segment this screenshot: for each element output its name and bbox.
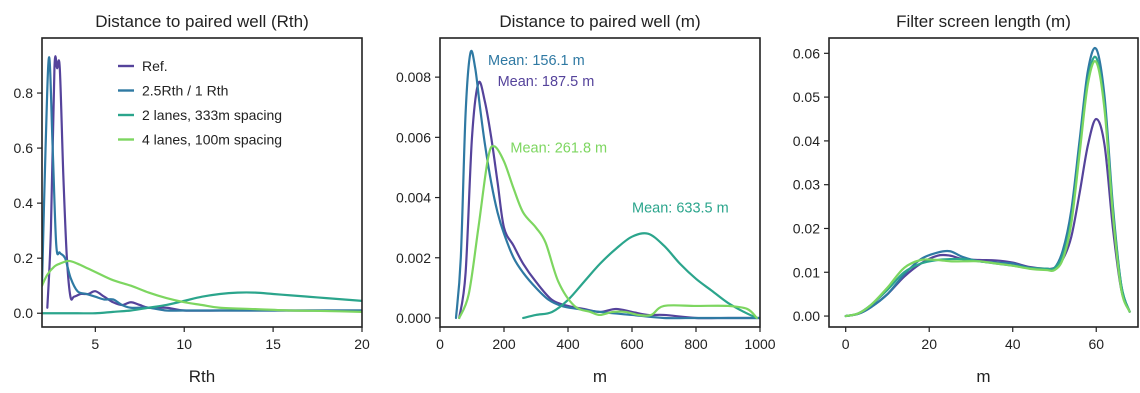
y-tick-label: 0.04 — [793, 133, 820, 149]
y-tick-label: 0.008 — [396, 69, 431, 85]
x-tick-label: 800 — [684, 336, 708, 352]
y-tick-label: 0.05 — [793, 89, 820, 105]
y-tick-label: 0.4 — [14, 195, 34, 211]
x-axis-label: m — [976, 367, 990, 386]
y-tick-label: 0.01 — [793, 264, 820, 280]
x-tick-label: 200 — [492, 336, 516, 352]
series-line-ref — [46, 55, 362, 312]
series-line-lanes4 — [844, 60, 1131, 318]
x-tick-label: 40 — [1005, 336, 1021, 352]
x-tick-label: 0 — [436, 336, 444, 352]
series-line-rth — [454, 49, 760, 320]
plot-frame — [828, 37, 1139, 328]
x-tick-label: 1000 — [744, 336, 775, 352]
x-tick-label: 0 — [842, 336, 850, 352]
series-line-ref — [458, 80, 760, 320]
series-line-lanes4 — [42, 259, 362, 313]
plot-frame — [439, 37, 761, 328]
y-tick-label: 0.006 — [396, 129, 431, 145]
x-tick-label: 10 — [176, 336, 192, 352]
legend-label: 4 lanes, 100m spacing — [142, 132, 282, 148]
x-tick-label: 400 — [556, 336, 580, 352]
y-tick-label: 0.2 — [14, 250, 34, 266]
series-line-lanes2 — [42, 291, 362, 315]
x-tick-label: 20 — [354, 336, 370, 352]
y-tick-label: 0.0 — [14, 305, 34, 321]
x-tick-label: 15 — [265, 336, 281, 352]
y-tick-label: 0.002 — [396, 250, 431, 266]
series-line-lanes2 — [522, 232, 758, 320]
x-axis-label: m — [593, 367, 607, 386]
legend: Ref. 2.5Rth / 1 Rth 2 lanes, 333m spacing 4… — [118, 58, 282, 148]
x-tick-label: 5 — [91, 336, 99, 352]
y-tick-label: 0.6 — [14, 140, 34, 156]
y-tick-label: 0.00 — [793, 308, 820, 324]
x-tick-label: 60 — [1088, 336, 1104, 352]
legend-label: 2 lanes, 333m spacing — [142, 107, 282, 123]
y-tick-label: 0.8 — [14, 85, 34, 101]
legend-label: 2.5Rth / 1 Rth — [142, 83, 228, 99]
y-tick-label: 0.004 — [396, 190, 431, 206]
mean-annotation: Mean: 633.5 m — [632, 201, 729, 217]
mean-annotation: Mean: 156.1 m — [488, 53, 585, 69]
x-axis-label: Rth — [189, 367, 215, 386]
x-tick-label: 20 — [921, 336, 937, 352]
plot-frame — [41, 37, 363, 328]
panel-filter: Filter screen length (m) 0 20 40 60 0.00 0.01 0… — [793, 12, 1139, 386]
x-tick-label: 600 — [620, 336, 644, 352]
y-tick-label: 0.06 — [793, 45, 820, 61]
series-line-lanes4 — [458, 145, 758, 320]
legend-label: Ref. — [142, 58, 168, 74]
chart-title: Distance to paired well (m) — [499, 12, 700, 31]
chart-title: Distance to paired well (Rth) — [95, 12, 309, 31]
panel-meters: Distance to paired well (m) 0 200 400 600 800… — [396, 12, 776, 386]
chart-title: Filter screen length (m) — [896, 12, 1071, 31]
mean-annotation: Mean: 261.8 m — [510, 140, 607, 156]
panel-rth: Distance to paired well (Rth) 5 10 15 20 0.0 0… — [14, 12, 370, 386]
series-line-rth — [42, 56, 362, 312]
y-tick-label: 0.02 — [793, 220, 820, 236]
y-tick-label: 0.03 — [793, 177, 820, 193]
y-tick-label: 0.000 — [396, 310, 431, 326]
mean-annotation: Mean: 187.5 m — [498, 74, 595, 90]
